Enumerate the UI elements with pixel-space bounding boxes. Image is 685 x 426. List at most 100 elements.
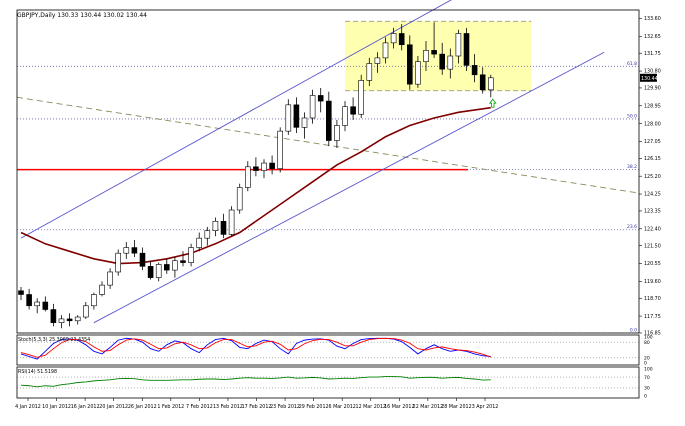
candle-body	[325, 100, 332, 141]
date-label: 12 Mar 2012	[356, 404, 386, 410]
stoch-label: Stoch(5,3,3) 25.3069 23.4354	[18, 337, 90, 343]
price-tick-label: 120.55	[644, 261, 661, 267]
candle-body	[285, 104, 292, 132]
candle-body	[26, 294, 32, 307]
stoch-signal-line	[20, 337, 491, 358]
candle-body	[107, 271, 113, 286]
price-tick-label: 131.75	[644, 51, 661, 57]
fib-level-label: 50.0	[627, 113, 637, 119]
price-tick-label: 133.60	[644, 16, 661, 22]
price-tick-label: 126.15	[644, 156, 661, 162]
date-label: 3 Apr 2012	[472, 404, 499, 410]
price-tick-label: 117.75	[644, 314, 661, 320]
stoch-tick-label: 80	[644, 340, 650, 346]
moving-average-line	[20, 106, 491, 265]
date-label: 28 Mar 2012	[441, 404, 471, 410]
candle-body	[66, 318, 73, 322]
candle-body	[447, 55, 454, 70]
date-label: 20 Jan 2012	[99, 404, 128, 410]
candle-body	[487, 77, 494, 91]
candle-body	[74, 316, 81, 322]
candle-body	[212, 220, 219, 231]
stoch-tick-label: 100	[644, 335, 653, 341]
price-tick-label: 127.05	[644, 139, 661, 145]
fib-level-label: 38.2	[627, 164, 637, 170]
candle-body	[334, 125, 340, 141]
date-label: 23 Feb 2012	[270, 404, 300, 410]
candle-body	[277, 130, 284, 169]
candle-body	[463, 33, 470, 66]
candle-body	[309, 95, 316, 119]
candle-body	[455, 33, 462, 57]
candle-body	[164, 264, 170, 271]
candle-body	[374, 57, 381, 64]
main-panel-frame	[16, 9, 640, 334]
candle-body	[50, 309, 57, 323]
up-arrow-icon	[489, 98, 497, 108]
rsi-tick-label: 100	[644, 367, 653, 373]
candle-body	[439, 53, 446, 70]
candle-body	[34, 301, 41, 307]
price-tick-label: 130.80	[644, 69, 661, 75]
candle-body	[228, 209, 235, 235]
candle-body	[431, 50, 437, 55]
candle-body	[366, 63, 373, 81]
date-label: 10 Jan 2012	[42, 404, 71, 410]
date-label: 13 Feb 2012	[213, 404, 243, 410]
candle-body	[398, 33, 405, 46]
rsi-label: RSI(14) 51.5198	[18, 369, 57, 375]
price-tick-label: 122.40	[644, 226, 661, 232]
candle-body	[139, 252, 146, 267]
price-tick-label: 124.25	[644, 192, 661, 198]
candle-body	[147, 266, 154, 278]
chart-title: GBPJPY,Daily 130.33 130.44 130.02 130.44	[17, 12, 147, 19]
date-label: 26 Jan 2012	[128, 404, 157, 410]
date-label: 1 Feb 2012	[157, 404, 184, 410]
current-price-box	[640, 73, 657, 82]
candle-body	[172, 260, 178, 271]
price-tick-label: 123.35	[644, 209, 661, 215]
fib-level-label: 0.0	[630, 328, 637, 334]
candle-body	[245, 166, 251, 188]
candle-body	[293, 104, 300, 128]
price-tick-label: 128.95	[644, 103, 661, 109]
candle-body	[406, 44, 413, 85]
candle-body	[301, 117, 308, 128]
candle-body	[155, 264, 162, 278]
date-label: 6 Mar 2012	[329, 404, 356, 410]
date-label: 16 Mar 2012	[384, 404, 414, 410]
stoch-tick-label: 0	[644, 361, 647, 367]
price-tick-label: 121.50	[644, 243, 661, 249]
current-price-label: 130.44	[641, 76, 658, 82]
candle-body	[423, 50, 429, 62]
candle-body	[390, 33, 397, 44]
candle-body	[131, 247, 138, 254]
rsi-line	[20, 376, 491, 388]
channel-upper-line	[20, 0, 452, 239]
candle-body	[220, 220, 227, 235]
date-label: 22 Mar 2012	[413, 404, 443, 410]
candle-body	[342, 106, 348, 126]
dashed-trend-line	[16, 96, 640, 194]
date-label: 17 Feb 2012	[242, 404, 272, 410]
candle-body	[269, 162, 275, 169]
rsi-tick-label: 70	[644, 375, 650, 381]
candle-body	[180, 260, 186, 263]
candle-body	[236, 187, 243, 211]
candle-body	[91, 294, 97, 307]
price-tick-label: 118.70	[644, 296, 661, 302]
candle-body	[42, 301, 49, 310]
date-label: 29 Feb 2012	[299, 404, 329, 410]
candle-body	[261, 162, 267, 171]
candle-body	[83, 305, 89, 318]
candle-body	[18, 290, 24, 295]
candle-body	[99, 284, 105, 295]
candle-body	[471, 65, 478, 76]
price-tick-label: 116.85	[644, 331, 661, 337]
price-tick-label: 132.65	[644, 34, 661, 40]
candle-body	[253, 166, 259, 171]
stoch-main-line	[20, 337, 491, 360]
candle-body	[317, 95, 324, 102]
